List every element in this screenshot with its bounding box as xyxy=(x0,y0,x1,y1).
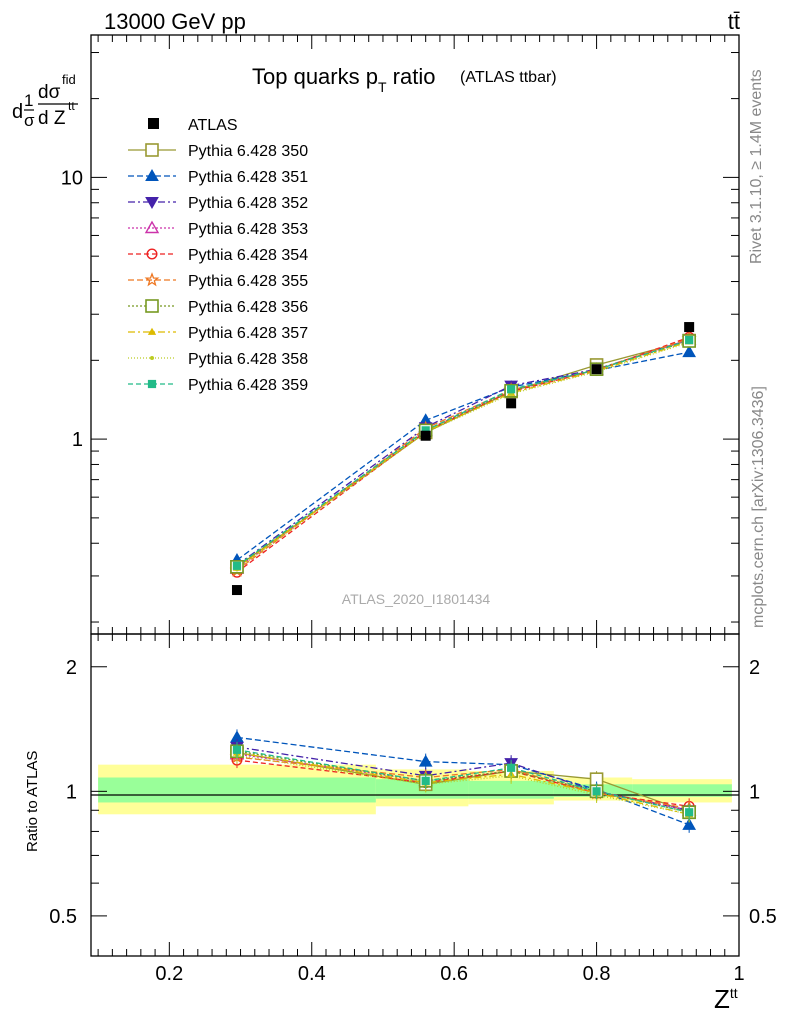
lower-ytick-label-right: 1 xyxy=(749,781,760,803)
series-line xyxy=(236,337,690,571)
legend-label: Pythia 6.428 357 xyxy=(188,325,308,342)
ylabel-sigma: σ xyxy=(24,111,35,130)
series-line xyxy=(236,340,690,569)
uncertainty-bands xyxy=(98,764,732,815)
lower-series-markers xyxy=(229,729,697,833)
series-marker xyxy=(147,379,157,389)
series-line xyxy=(236,340,690,568)
series-marker xyxy=(232,561,242,570)
lower-ytick-label-right: 2 xyxy=(749,657,760,679)
series-marker xyxy=(421,776,430,785)
upper-ytick-label: 1 xyxy=(72,429,83,451)
legend-label: Pythia 6.428 351 xyxy=(188,169,308,186)
ylabel-dz: d Z xyxy=(38,108,66,129)
series-marker xyxy=(509,773,514,778)
series-marker xyxy=(232,745,242,754)
atlas-data-point xyxy=(591,364,602,375)
green-band xyxy=(468,780,554,799)
legend-label: Pythia 6.428 352 xyxy=(188,195,308,212)
lower-ytick-label: 1 xyxy=(66,781,77,803)
series-marker xyxy=(146,248,158,260)
series-marker xyxy=(147,327,157,335)
ylabel-one: 1 xyxy=(24,91,33,110)
atlas-data-points xyxy=(231,322,695,596)
legend-label: Pythia 6.428 358 xyxy=(188,351,308,368)
legend-label: Pythia 6.428 355 xyxy=(188,273,308,290)
series-marker xyxy=(145,197,159,210)
series-line xyxy=(236,339,690,568)
ylabel-tt: tt xyxy=(68,99,75,113)
lower-ytick-label-right: 0.5 xyxy=(749,906,777,928)
series-line xyxy=(236,336,690,573)
upper-series-lines xyxy=(236,336,690,573)
xtick-label: 0.2 xyxy=(155,963,183,985)
series-line xyxy=(236,339,690,567)
legend-label-atlas: ATLAS xyxy=(188,117,238,134)
lower-ticks: 0.5 0.5 1 1 2 2 0.2 0.4 0.6 0.8 1 xyxy=(49,634,777,985)
series-line xyxy=(236,338,690,566)
series-marker xyxy=(507,763,516,772)
lower-ytick-label: 2 xyxy=(66,657,77,679)
green-band xyxy=(98,777,376,803)
legend-label: Pythia 6.428 353 xyxy=(188,221,308,238)
legend-label: Pythia 6.428 359 xyxy=(188,377,308,394)
legend-label: Pythia 6.428 356 xyxy=(188,299,308,316)
upper-panel: 1 10 Top quarks pT ratio (ATLAS ttbar) AT… xyxy=(61,34,740,635)
ylabel-fid: fid xyxy=(62,72,76,87)
xtick-label: 0.6 xyxy=(440,963,468,985)
title-small: (ATLAS ttbar) xyxy=(460,69,557,86)
xtick-label: 1 xyxy=(733,963,744,985)
energy-label: 13000 GeV pp xyxy=(104,9,246,34)
process-label: tt̄ xyxy=(728,9,740,34)
series-marker xyxy=(507,385,516,394)
xtick-label: 0.8 xyxy=(583,963,611,985)
series-line xyxy=(236,338,690,570)
chart-title: Top quarks pT ratio (ATLAS ttbar) xyxy=(252,64,557,95)
series-marker xyxy=(682,817,697,830)
series-marker xyxy=(592,787,601,796)
series-marker xyxy=(685,335,694,345)
legend-marker-atlas xyxy=(148,118,159,129)
xtick-label: 0.4 xyxy=(298,963,326,985)
legend-label: Pythia 6.428 354 xyxy=(188,247,308,264)
series-marker xyxy=(418,754,433,767)
upper-ticks: 1 10 xyxy=(61,35,740,634)
atlas-data-point xyxy=(420,430,431,441)
series-marker xyxy=(144,220,160,234)
atlas-data-point xyxy=(684,322,695,333)
lower-ytick-label: 0.5 xyxy=(49,906,77,928)
series-marker xyxy=(682,345,697,358)
ylabel-d: d xyxy=(12,101,23,123)
series-marker xyxy=(685,808,694,817)
atlas-data-point xyxy=(506,398,517,409)
series-line xyxy=(236,341,690,570)
atlas-data-point xyxy=(231,585,242,596)
legend: ATLAS Pythia 6.428 350 Pythia 6.428 351 Pyt… xyxy=(128,117,308,394)
mcplots-label: mcplots.cern.ch [arXiv:1306.3436] xyxy=(750,386,767,628)
series-marker xyxy=(145,299,159,313)
upper-ytick-label: 10 xyxy=(61,167,83,189)
green-band xyxy=(632,784,732,797)
title-main: Top quarks pT ratio xyxy=(252,64,435,95)
lower-panel: 0.5 0.5 1 1 2 2 0.2 0.4 0.6 0.8 1 Ratio to ATLAS Z… xyxy=(24,633,777,1014)
ylabel-dsigma: dσ xyxy=(38,82,61,103)
series-marker xyxy=(150,356,154,360)
series-marker xyxy=(145,143,159,157)
ratio-ylabel: Ratio to ATLAS xyxy=(24,751,41,852)
analysis-id: ATLAS_2020_I1801434 xyxy=(342,591,491,607)
series-marker xyxy=(145,168,159,181)
lower-frame xyxy=(90,633,740,957)
legend-label: Pythia 6.428 350 xyxy=(188,143,308,160)
series-marker xyxy=(144,272,160,287)
upper-ylabel: d 1 σ dσ fid d Z tt xyxy=(12,72,78,130)
rivet-version-label: Rivet 3.1.10, ≥ 1.4M events xyxy=(748,69,765,264)
x-axis-label: Ztt xyxy=(714,984,738,1014)
upper-series-markers xyxy=(229,330,697,578)
